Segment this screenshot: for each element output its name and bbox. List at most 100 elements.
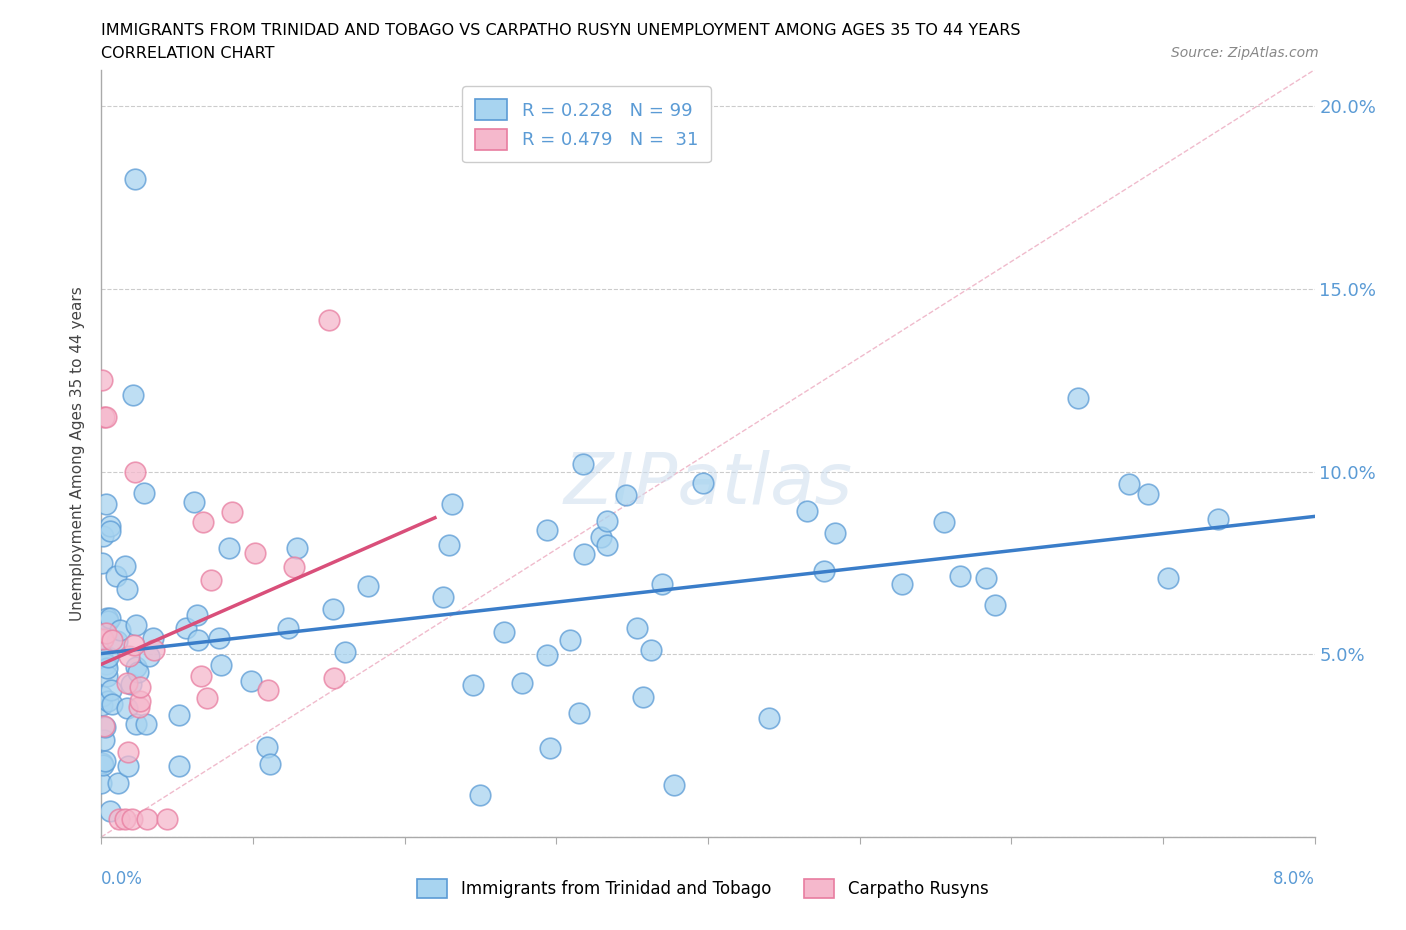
Text: 8.0%: 8.0% (1272, 870, 1315, 887)
Point (97, 649, 120, 664)
Point (631, 690, 654, 705)
Point (96, 660, 118, 675)
Point (285, 540, 308, 555)
Point (572, 457, 595, 472)
Point (142, 631, 165, 645)
Point (183, 495, 205, 510)
Point (191, 514, 214, 529)
Point (538, 740, 561, 755)
Point (90, 756, 112, 771)
Point (125, 717, 148, 732)
Point (536, 648, 558, 663)
Point (125, 659, 148, 674)
Point (1136, 486, 1159, 501)
Point (1067, 391, 1090, 405)
Point (98, 518, 121, 533)
Point (492, 624, 515, 639)
Point (142, 643, 165, 658)
Point (536, 523, 558, 538)
Point (97, 694, 120, 709)
Point (167, 759, 190, 774)
Point (91, 631, 114, 646)
Point (93, 529, 115, 544)
Point (568, 705, 591, 720)
Legend: Immigrants from Trinidad and Tobago, Carpatho Rusyns: Immigrants from Trinidad and Tobago, Car… (411, 872, 995, 905)
Point (461, 677, 484, 692)
Point (117, 758, 139, 773)
Point (98, 524, 121, 538)
Point (91, 373, 114, 388)
Point (572, 547, 595, 562)
Point (256, 683, 278, 698)
Point (167, 708, 190, 723)
Point (97, 614, 120, 629)
Point (120, 676, 142, 691)
Point (115, 581, 138, 596)
Point (209, 658, 232, 672)
Point (132, 485, 155, 500)
Point (124, 172, 146, 187)
Point (974, 571, 997, 586)
Point (91, 688, 114, 703)
Point (437, 538, 460, 552)
Text: 0.0%: 0.0% (101, 870, 143, 887)
Point (121, 811, 143, 826)
Text: IMMIGRANTS FROM TRINIDAD AND TOBAGO VS CARPATHO RUSYN UNEMPLOYMENT AMONG AGES 35: IMMIGRANTS FROM TRINIDAD AND TOBAGO VS C… (101, 23, 1021, 38)
Point (692, 475, 714, 490)
Point (468, 788, 491, 803)
Point (174, 620, 197, 635)
Point (323, 671, 346, 685)
Point (283, 560, 305, 575)
Point (560, 632, 582, 647)
Point (1206, 512, 1229, 526)
Point (100, 683, 122, 698)
Point (510, 675, 533, 690)
Point (277, 621, 299, 636)
Point (96, 409, 118, 424)
Point (441, 497, 464, 512)
Point (117, 701, 139, 716)
Point (93, 733, 115, 748)
Point (934, 515, 956, 530)
Point (128, 700, 150, 715)
Point (96, 611, 118, 626)
Point (190, 669, 212, 684)
Point (948, 568, 970, 583)
Point (984, 597, 1007, 612)
Point (122, 388, 145, 403)
Point (93, 409, 115, 424)
Point (107, 633, 129, 648)
Legend: R = 0.228   N = 99, R = 0.479   N =  31: R = 0.228 N = 99, R = 0.479 N = 31 (463, 86, 711, 163)
Point (94, 720, 117, 735)
Text: CORRELATION CHART: CORRELATION CHART (101, 46, 274, 61)
Point (596, 538, 619, 553)
Point (118, 649, 141, 664)
Point (891, 577, 914, 591)
Point (90, 698, 112, 712)
Point (221, 504, 243, 519)
Point (651, 577, 673, 591)
Point (813, 564, 835, 578)
Point (91, 555, 114, 570)
Point (208, 631, 231, 645)
Point (129, 693, 152, 708)
Point (322, 602, 344, 617)
Point (117, 744, 139, 759)
Point (596, 513, 619, 528)
Text: Source: ZipAtlas.com: Source: ZipAtlas.com (1171, 46, 1319, 60)
Point (589, 530, 612, 545)
Point (796, 504, 818, 519)
Point (94, 497, 117, 512)
Point (96, 625, 118, 640)
Point (138, 648, 160, 663)
Point (100, 632, 122, 647)
Point (218, 540, 240, 555)
Point (195, 691, 218, 706)
Point (90, 645, 112, 660)
Point (135, 716, 157, 731)
Point (98, 804, 121, 818)
Point (90, 776, 112, 790)
Point (259, 757, 281, 772)
Point (117, 675, 139, 690)
Point (357, 578, 380, 593)
